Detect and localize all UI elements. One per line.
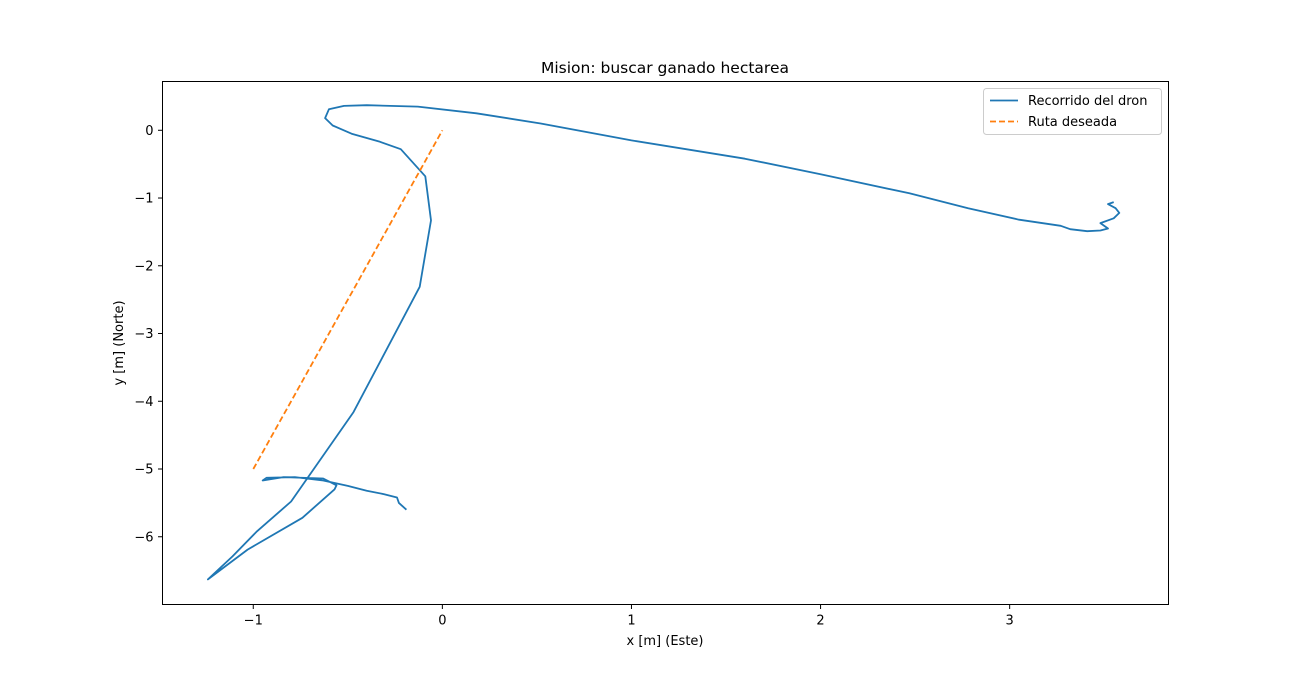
x-tick-label: 2 — [816, 614, 824, 629]
x-tick-label: 1 — [627, 614, 635, 629]
series-layer — [206, 104, 1121, 581]
x-axis-label: x [m] (Este) — [627, 634, 704, 649]
y-tick-label: −2 — [134, 259, 153, 274]
legend-label-recorrido: Recorrido del dron — [1028, 94, 1147, 109]
x-axis-ticks: −1 0 1 2 3 — [244, 604, 1014, 629]
legend-box — [983, 88, 1162, 135]
x-tick-label: −1 — [244, 614, 263, 629]
series-line-0 — [206, 104, 1121, 581]
y-tick-label: −6 — [134, 530, 153, 545]
legend-label-ruta: Ruta deseada — [1028, 115, 1117, 130]
plot-frame — [162, 81, 1169, 605]
series-line-1 — [252, 129, 444, 470]
y-tick-label: −5 — [134, 463, 153, 478]
chart-title: Mision: buscar ganado hectarea — [541, 59, 789, 77]
legend: Recorrido del dron Ruta deseada — [983, 88, 1162, 135]
y-tick-label: −3 — [134, 327, 153, 342]
y-tick-label: 0 — [145, 124, 153, 139]
y-tick-label: −1 — [134, 192, 153, 207]
x-tick-label: 3 — [1006, 614, 1014, 629]
x-tick-label: 0 — [438, 614, 446, 629]
y-axis-label: y [m] (Norte) — [112, 300, 127, 385]
y-axis-ticks: 0 −1 −2 −3 −4 −5 −6 — [134, 124, 163, 545]
y-tick-label: −4 — [134, 395, 153, 410]
